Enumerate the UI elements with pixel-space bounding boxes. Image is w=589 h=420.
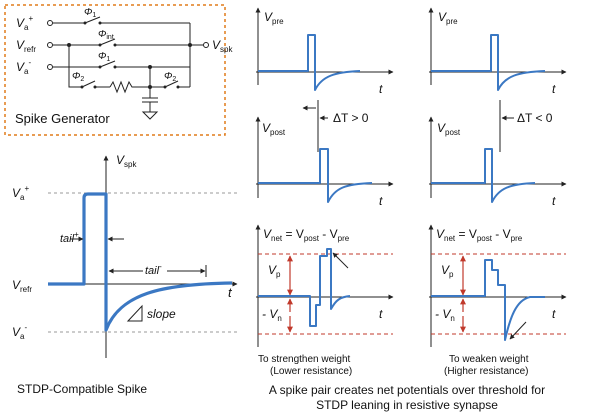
left-vpost-label: V [262, 121, 271, 135]
svg-text:t: t [552, 194, 556, 208]
spike-label-va-plus: V [12, 186, 21, 200]
svg-text:t: t [552, 307, 556, 321]
output-bus [189, 23, 203, 87]
label-va-minus: V [16, 60, 25, 74]
svg-text:t: t [552, 82, 556, 96]
spike-generator: Va+ Vrefr Va- Φ1 Φint Φ1 Φ2 Φ2 [4, 4, 233, 136]
level-guides [48, 192, 237, 333]
terminal-vspk [203, 42, 209, 48]
svg-text:Va+: Va+ [16, 14, 33, 32]
svg-text:Φ1: Φ1 [84, 7, 96, 19]
svg-text:Φ2: Φ2 [164, 71, 176, 83]
svg-text:tail+: tail+ [60, 230, 79, 245]
spike-label-va-minus: V [12, 325, 21, 339]
svg-text:- Vn: - Vn [435, 307, 455, 323]
switch-phi2-right [149, 67, 190, 88]
svg-text:Vpost: Vpost [262, 121, 286, 137]
left-vpre-label: V [264, 10, 273, 24]
svg-text:t: t [228, 285, 233, 300]
switch-phi2-left [68, 45, 110, 88]
tail-minus-label: tail [145, 265, 160, 277]
spike-caption: STDP-Compatible Spike [17, 382, 147, 396]
svg-text:Vspk: Vspk [116, 153, 137, 169]
svg-text:t: t [379, 307, 383, 321]
svg-text:Vrefr: Vrefr [12, 278, 32, 294]
bottom-caption-1: A spike pair creates net potentials over… [269, 383, 545, 397]
generator-label: Spike Generator [15, 111, 110, 126]
right-vn-label: - V [435, 307, 451, 321]
right-vpost-waveform [431, 148, 536, 203]
resistor [109, 80, 150, 94]
right-vpre-waveform [431, 34, 546, 91]
svg-text:Vpost: Vpost [437, 121, 461, 137]
svg-text:t: t [379, 82, 383, 96]
svg-text:Va-: Va- [16, 58, 31, 76]
right-vp-label: V [441, 263, 450, 277]
weaken-column: Vpre t ΔT < 0 Vpost t Vnet = Vpost - Vpr… [428, 7, 567, 377]
svg-text:Vnet = Vpost - Vpre: Vnet = Vpost - Vpre [436, 227, 523, 243]
left-exceed-arrow [332, 252, 349, 269]
tail-plus-label: tail [60, 233, 75, 245]
svg-text:Vpre: Vpre [438, 10, 458, 26]
capacitor-ground [141, 87, 159, 120]
slope-triangle [126, 304, 143, 322]
terminal-vrefr [47, 42, 53, 48]
svg-text:Va-: Va- [12, 323, 27, 341]
left-caption-1: To strengthen weight [258, 354, 351, 365]
left-dt-label: ΔT > 0 [333, 111, 369, 125]
terminal-va-minus [47, 64, 53, 70]
terminal-va-plus [47, 20, 53, 26]
svg-text:- Vn: - Vn [262, 307, 282, 323]
svg-text:Φ2: Φ2 [72, 71, 84, 83]
left-vnet-waveform [258, 248, 351, 327]
right-vpost-label: V [437, 121, 446, 135]
spike-plot: Vspk t Va+ Vrefr Va- tail+ tail- slope S… [12, 153, 238, 396]
switch-phi1-top [53, 16, 190, 24]
svg-text:Vp: Vp [268, 263, 281, 279]
bottom-caption-2: STDP leaning in resistive synapse [316, 398, 498, 412]
left-vnet-label: V [263, 227, 272, 241]
right-vnet-waveform [431, 259, 545, 341]
left-vpre-waveform [258, 34, 361, 91]
svg-text:Φ1: Φ1 [98, 51, 110, 63]
left-caption-2: (Lower resistance) [270, 366, 352, 377]
strengthen-column: Vpre t ΔT > 0 Vpost t Vnet = Vpost - Vpr… [255, 7, 394, 377]
switch-phi1-mid [53, 60, 190, 68]
svg-text:Va+: Va+ [12, 184, 29, 202]
label-vrefr: V [16, 38, 25, 52]
svg-text:t: t [379, 194, 383, 208]
left-vp-label: V [268, 263, 277, 277]
switch-phi-int [53, 38, 190, 46]
stdp-spike-waveform [48, 192, 233, 332]
generator-border [4, 4, 226, 136]
slope-label: slope [147, 307, 176, 321]
svg-text:Vp: Vp [441, 263, 454, 279]
svg-text:Vspk: Vspk [212, 38, 233, 54]
left-vn-label: - V [262, 307, 278, 321]
svg-text:Vnet = Vpost - Vpre: Vnet = Vpost - Vpre [263, 227, 350, 243]
svg-text:Vrefr: Vrefr [16, 38, 36, 54]
left-threshold-lines [258, 253, 393, 335]
spike-label-vrefr: V [12, 278, 21, 292]
left-vpost-waveform [258, 148, 373, 203]
right-dt-label: ΔT < 0 [517, 111, 553, 125]
right-vnet-label: V [436, 227, 445, 241]
right-threshold-lines [431, 253, 566, 335]
label-va-plus: V [16, 16, 25, 30]
svg-text:Vpre: Vpre [264, 10, 284, 26]
right-exceed-arrow [509, 321, 527, 340]
right-caption-2: (Higher resistance) [444, 366, 528, 377]
right-vpre-label: V [438, 10, 447, 24]
right-caption-1: To weaken weight [449, 354, 529, 365]
svg-text:tail-: tail- [145, 262, 162, 277]
svg-text:Φint: Φint [98, 29, 114, 41]
